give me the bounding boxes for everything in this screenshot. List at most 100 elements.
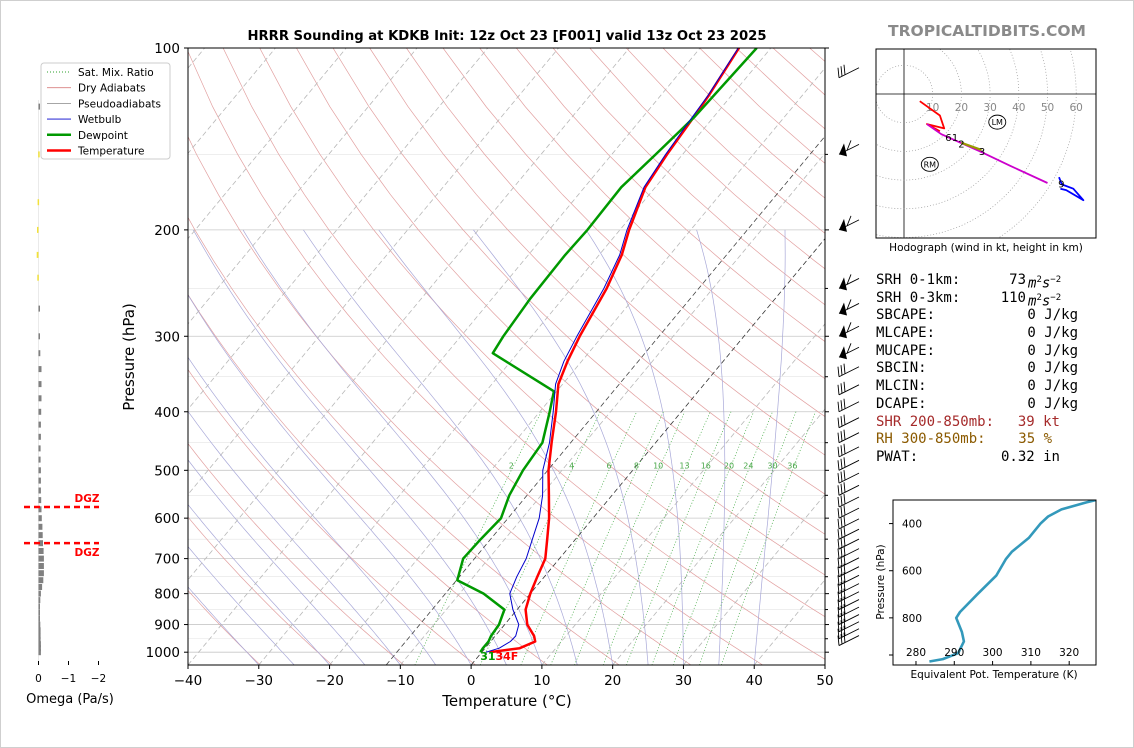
- wind-barb-tick: [840, 605, 843, 616]
- skewt-xtick-label: 50: [816, 673, 833, 689]
- wind-barb-tick: [837, 621, 840, 632]
- dry-adiabat: [296, 48, 825, 576]
- wind-barb: [837, 414, 860, 429]
- skewt-xtick-label: 0: [467, 673, 476, 689]
- mixing-ratio-label: 36: [787, 461, 797, 470]
- surface-temp-label: 34F: [496, 650, 519, 663]
- isotherm: [188, 48, 489, 410]
- wind-barb-tick: [840, 634, 843, 645]
- wind-barb-tick: [837, 473, 840, 484]
- hodograph-frame: [875, 48, 1097, 239]
- hodograph-height-label: 6: [945, 133, 951, 144]
- omega-bar: [37, 226, 39, 233]
- omega-bar: [38, 532, 43, 539]
- legend-label: Wetbulb: [78, 114, 122, 126]
- skewt-ylabel: Pressure (hPa): [120, 303, 138, 411]
- hodograph-ring-label: 40: [1012, 102, 1025, 114]
- wind-barb-tick: [843, 505, 846, 516]
- wind-barb-tick: [846, 140, 852, 151]
- wind-barb-tick: [837, 614, 840, 625]
- stat-value: 0 J/kg: [1027, 395, 1078, 412]
- dry-adiabat: [259, 48, 825, 618]
- wind-barb-tick: [846, 215, 852, 227]
- pseudoadiabat: [188, 410, 401, 665]
- omega-bar: [36, 251, 39, 258]
- wind-barb-tick: [843, 632, 846, 643]
- omega-bar: [38, 637, 41, 644]
- wind-barb-tick: [846, 299, 852, 310]
- mixing-ratio-line: [721, 411, 816, 665]
- wind-barb-tick: [843, 398, 846, 409]
- wind-barb-tick: [840, 537, 843, 548]
- omega-bar: [38, 333, 40, 340]
- wind-barb-tick: [843, 625, 846, 636]
- wind-barb-tick: [837, 607, 840, 618]
- pseudoadiabat: [696, 229, 726, 665]
- theta-e-ytick-label: 600: [902, 566, 922, 578]
- wind-barb-tick: [840, 445, 843, 456]
- wind-barb-tick: [843, 443, 846, 454]
- wind-barb: [837, 505, 860, 519]
- legend-box: [40, 62, 171, 160]
- wind-barb: [837, 563, 860, 578]
- theta-e-ytick-label: 400: [902, 519, 922, 531]
- stat-pwat: PWAT: 0.32 in: [876, 449, 1096, 467]
- wind-barb-tick: [840, 383, 843, 394]
- omega-bar: [38, 408, 42, 415]
- pseudoadiabat: [188, 504, 330, 665]
- stat-value: 0 J/kg: [1027, 325, 1078, 342]
- brand-logo: TROPICALTIDBITS.COM: [888, 22, 1086, 40]
- wind-barb-tick: [843, 588, 846, 599]
- wind-barb-tick: [843, 545, 846, 556]
- wind-barb-tick: [843, 611, 846, 622]
- wind-barb-tick: [846, 274, 852, 285]
- wind-barb-tick: [843, 414, 846, 425]
- wind-barb: [837, 632, 860, 646]
- stat-label: MUCAPE:: [876, 342, 936, 359]
- stat-value: 110: [1000, 289, 1026, 306]
- omega-xlabel: Omega (Pa/s): [26, 692, 114, 707]
- wind-barb-tick: [837, 67, 840, 78]
- mixing-ratio-line: [672, 411, 773, 665]
- stat-label: RH 300-850mb:: [876, 431, 986, 448]
- skewt-xtick-label: −40: [174, 673, 203, 689]
- skewt-xlabel: Temperature (°C): [441, 692, 571, 710]
- wind-barb-tick: [840, 556, 843, 567]
- theta-e-xtick-label: 300: [983, 647, 1003, 659]
- dry-adiabat: [552, 48, 825, 306]
- stat-srh3: SRH 0-3km: 110 m2s−2: [876, 289, 1096, 310]
- skewt-ytick-label: 100: [154, 41, 180, 57]
- skewt-ytick-label: 700: [154, 552, 180, 568]
- omega-bar: [38, 421, 41, 428]
- skewt-ytick-label: 400: [154, 405, 180, 421]
- hodograph-marker: [988, 114, 1007, 130]
- pseudoadiabat: [188, 294, 472, 665]
- wind-barb-tick: [840, 416, 843, 427]
- omega-bar: [38, 548, 44, 554]
- wind-barb-tick: [843, 536, 846, 547]
- wind-barb-tick: [837, 583, 840, 594]
- theta-e-xlabel: Equivalent Pot. Temperature (K): [910, 669, 1077, 681]
- pseudoadiabat: [242, 229, 543, 665]
- wind-barb: [838, 322, 860, 339]
- mixing-ratio-line: [651, 411, 755, 665]
- dry-adiabat: [188, 369, 476, 665]
- wind-barb-flag: [839, 143, 847, 157]
- wind-barb-tick: [840, 431, 843, 442]
- omega-bar: [38, 366, 42, 373]
- wind-barb-tick: [843, 363, 846, 374]
- wind-barb-tick: [840, 458, 843, 469]
- wind-barb-tick: [843, 457, 846, 468]
- pseudoadiabat: [303, 229, 578, 665]
- hodograph-height-label: 9: [1058, 180, 1064, 191]
- stats-panel: SRH 0-1km: 73 m2s−2 SRH 0-3km: 110 m2s−2…: [876, 272, 1096, 467]
- wind-barb-tick: [837, 485, 840, 496]
- pseudoadiabat: [192, 229, 507, 665]
- stat-value: 0 J/kg: [1027, 360, 1078, 377]
- omega-bar: [38, 641, 41, 648]
- mixing-ratio-label: 8: [634, 461, 639, 470]
- wind-barb-tick: [840, 471, 843, 482]
- stat-label: MLCAPE:: [876, 325, 936, 342]
- theta-e-xtick-label: 290: [944, 647, 964, 659]
- wind-barb-flag: [839, 277, 847, 291]
